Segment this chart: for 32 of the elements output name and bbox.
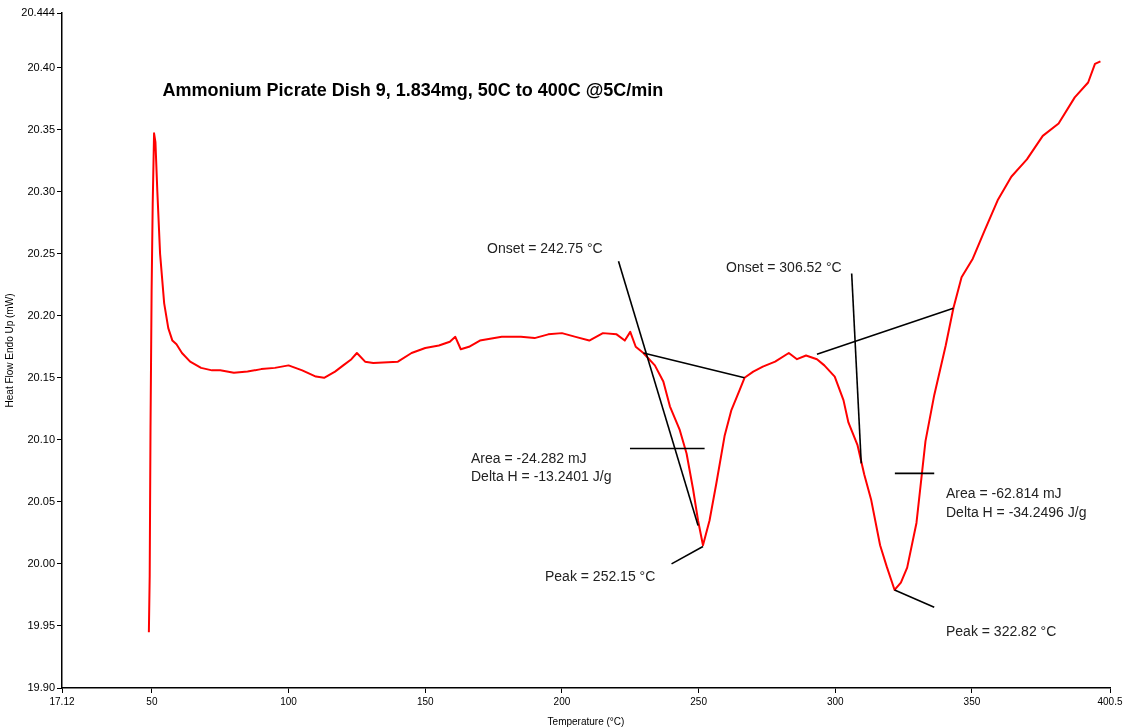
y-tick-label: 20.35: [27, 122, 55, 135]
annotation: Peak = 252.15 °C: [545, 567, 656, 584]
y-tick-label: 20.30: [27, 184, 55, 197]
y-tick-label: 20.10: [27, 432, 55, 445]
x-tick-label: 400.5: [1097, 695, 1123, 707]
annotation: Area = -62.814 mJ: [946, 484, 1062, 501]
y-axis-title: Heat Flow Endo Up (mW): [3, 293, 15, 408]
y-tick-label: 20.05: [27, 494, 55, 507]
annotation: Onset = 306.52 °C: [726, 258, 842, 275]
x-tick-label: 50: [146, 695, 158, 707]
y-tick-label: 19.95: [27, 618, 55, 631]
annotation: Onset = 242.75 °C: [487, 239, 603, 256]
y-tick-label: 20.444: [21, 6, 55, 19]
x-axis-title: Temperature (°C): [547, 715, 625, 727]
annotation: Delta H = -34.2496 J/g: [946, 503, 1087, 520]
y-tick-label: 19.90: [27, 681, 55, 694]
x-tick-label: 200: [553, 695, 571, 707]
x-tick-label: 250: [690, 695, 708, 707]
annotation: Area = -24.282 mJ: [471, 449, 587, 466]
x-tick-label: 350: [963, 695, 981, 707]
x-tick-label: 150: [416, 695, 435, 707]
x-tick-label: 100: [280, 695, 298, 707]
y-tick-label: 20.20: [27, 308, 55, 321]
y-tick-label: 20.00: [27, 556, 55, 569]
annotation: Delta H = -13.2401 J/g: [471, 467, 612, 484]
y-tick-label: 20.15: [27, 370, 55, 383]
y-tick-label: 20.25: [27, 246, 55, 259]
x-tick-label: 17.12: [49, 695, 75, 707]
x-tick-label: 300: [826, 695, 845, 707]
text: Ammonium Picrate Dish 9, 1.834mg, 50C to 400C @5C/min: [162, 79, 664, 100]
annotation: Peak = 322.82 °C: [946, 622, 1057, 639]
y-tick-label: 20.40: [27, 60, 55, 73]
